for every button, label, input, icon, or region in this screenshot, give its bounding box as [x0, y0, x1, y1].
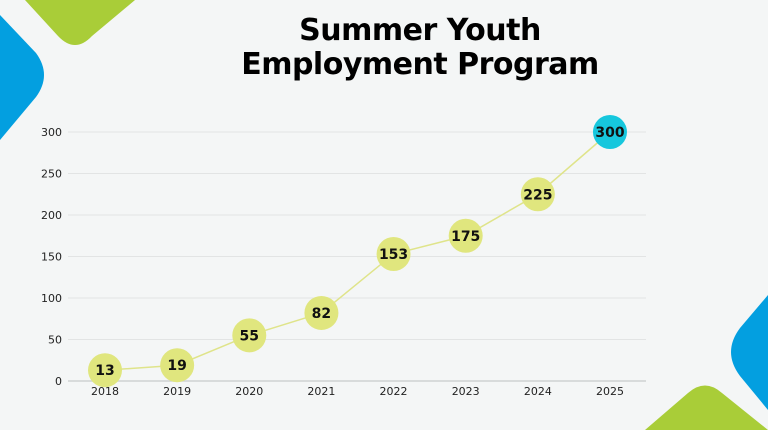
y-tick-label: 200 — [41, 209, 62, 222]
x-tick-label: 2021 — [307, 385, 335, 398]
x-tick-label: 2025 — [596, 385, 624, 398]
data-label: 19 — [167, 358, 186, 374]
data-label: 175 — [451, 229, 480, 245]
x-tick-label: 2023 — [452, 385, 480, 398]
y-tick-label: 100 — [41, 292, 62, 305]
x-tick-label: 2018 — [91, 385, 119, 398]
chart-title: Summer Youth Employment Program — [200, 14, 640, 82]
data-label: 13 — [95, 363, 114, 379]
blue-shape-bottom-right — [731, 295, 768, 410]
y-tick-label: 250 — [41, 168, 62, 181]
y-tick-label: 0 — [55, 375, 62, 388]
data-point — [448, 218, 483, 253]
title-line-2: Employment Program — [241, 47, 599, 82]
x-tick-label: 2022 — [380, 385, 408, 398]
data-point — [88, 353, 122, 388]
data-label: 55 — [240, 328, 259, 344]
data-label: 300 — [595, 125, 624, 141]
data-point — [160, 348, 195, 383]
data-label: 225 — [523, 187, 552, 203]
x-tick-label: 2020 — [235, 385, 263, 398]
y-tick-label: 300 — [41, 126, 62, 139]
data-label: 153 — [379, 247, 408, 263]
data-point — [232, 318, 267, 353]
green-shape-top-left — [25, 0, 135, 45]
data-point — [520, 177, 555, 212]
series-line — [104, 131, 611, 371]
data-label: 82 — [312, 306, 331, 322]
y-tick-label: 50 — [48, 334, 62, 347]
data-point — [304, 295, 339, 330]
title-line-1: Summer Youth — [299, 13, 541, 48]
y-tick-label: 150 — [41, 251, 62, 264]
green-shape-bottom-right — [645, 385, 768, 430]
data-point — [376, 237, 411, 272]
x-tick-label: 2024 — [524, 385, 552, 398]
blue-shape-left — [0, 15, 44, 140]
data-point — [592, 115, 627, 149]
x-tick-label: 2019 — [163, 385, 191, 398]
